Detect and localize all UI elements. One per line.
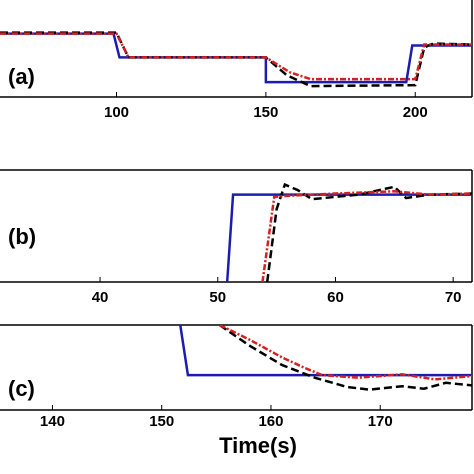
x-tick-label: 140 [40,413,65,430]
line-series [0,31,473,88]
line-series [225,193,472,282]
x-tick-label: 40 [92,289,109,306]
line-series [261,190,473,282]
x-tick-label: 160 [258,413,283,430]
line-series [218,325,473,391]
line-series [179,325,472,377]
panel-label: (c) [8,376,35,401]
x-tick-label: 50 [209,289,226,306]
x-tick-label: 60 [327,289,344,306]
line-series [0,32,472,84]
line-series [0,32,472,81]
x-tick-label: 170 [368,413,393,430]
line-series [219,325,473,381]
x-tick-label: 100 [104,104,129,121]
panel-label: (b) [8,224,36,249]
x-tick-label: 70 [445,289,462,306]
x-axis-label: Time(s) [219,433,297,458]
panel-label: (a) [8,64,35,89]
x-tick-label: 200 [403,104,428,121]
x-tick-label: 150 [253,104,278,121]
line-series [265,182,473,282]
x-tick-label: 150 [149,413,174,430]
